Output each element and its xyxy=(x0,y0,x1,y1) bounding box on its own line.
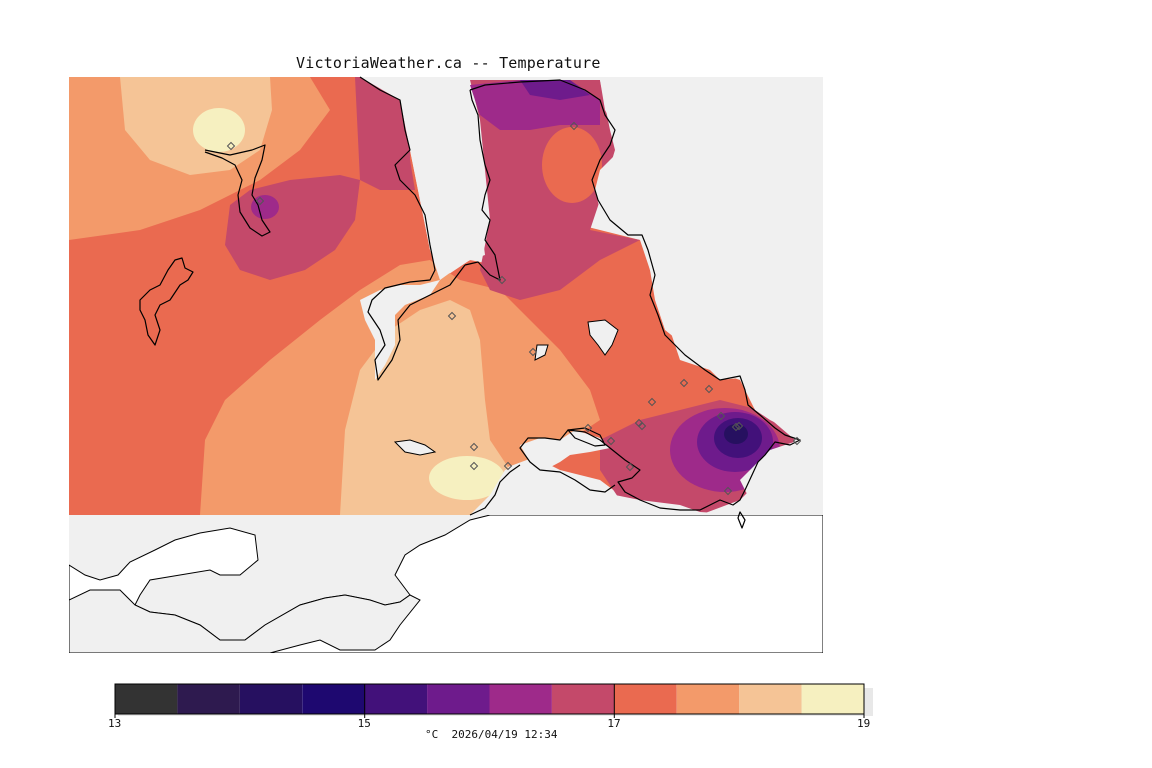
water-juan-de-fuca xyxy=(470,465,745,515)
station-marker-20 xyxy=(723,486,733,496)
map-title: VictoriaWeather.ca -- Temperature xyxy=(296,54,601,72)
water-east-haro xyxy=(595,80,823,515)
station-marker-18 xyxy=(503,461,513,471)
weather-stations xyxy=(226,121,802,496)
coastlines xyxy=(139,76,801,529)
water-lake-1 xyxy=(393,439,437,456)
station-marker-1 xyxy=(255,196,265,206)
water-channel-south xyxy=(69,589,421,653)
legend-caption: °C 2026/04/19 12:34 xyxy=(425,728,558,741)
station-marker-0 xyxy=(226,141,236,151)
field-cool-north-strip xyxy=(355,77,415,190)
water-lake-2 xyxy=(587,319,619,356)
station-marker-21 xyxy=(792,436,802,446)
station-marker-19 xyxy=(625,462,635,472)
station-marker-17 xyxy=(469,461,479,471)
water-saanich-inlet xyxy=(360,77,485,280)
station-marker-6 xyxy=(679,378,689,388)
station-marker-4 xyxy=(447,311,457,321)
station-marker-14 xyxy=(583,423,593,433)
water-victoria-harbour xyxy=(520,430,610,470)
station-marker-7 xyxy=(704,384,714,394)
station-marker-9 xyxy=(716,411,726,421)
station-marker-11 xyxy=(637,421,647,431)
station-marker-13 xyxy=(734,421,744,431)
station-marker-12 xyxy=(731,422,741,432)
station-marker-5 xyxy=(528,347,538,357)
legend-tick-label-0: 13 xyxy=(108,717,122,730)
field-hot-center xyxy=(429,456,505,500)
water-saanich-inlet-2 xyxy=(360,280,440,380)
field-cold-nw xyxy=(251,195,279,219)
station-marker-15 xyxy=(606,436,616,446)
field-hot-nw xyxy=(193,108,245,152)
water-lake-3 xyxy=(534,344,549,361)
station-marker-3 xyxy=(497,275,507,285)
field-east-cold-4 xyxy=(724,424,748,444)
legend-tick-label-1: 15 xyxy=(357,717,371,730)
field-saanich-warm xyxy=(542,127,602,203)
legend-tick-label-3: 19 xyxy=(857,717,871,730)
legend-tick-label-2: 17 xyxy=(607,717,621,730)
station-marker-8 xyxy=(647,397,657,407)
station-marker-2 xyxy=(569,121,579,131)
station-marker-16 xyxy=(469,442,479,452)
